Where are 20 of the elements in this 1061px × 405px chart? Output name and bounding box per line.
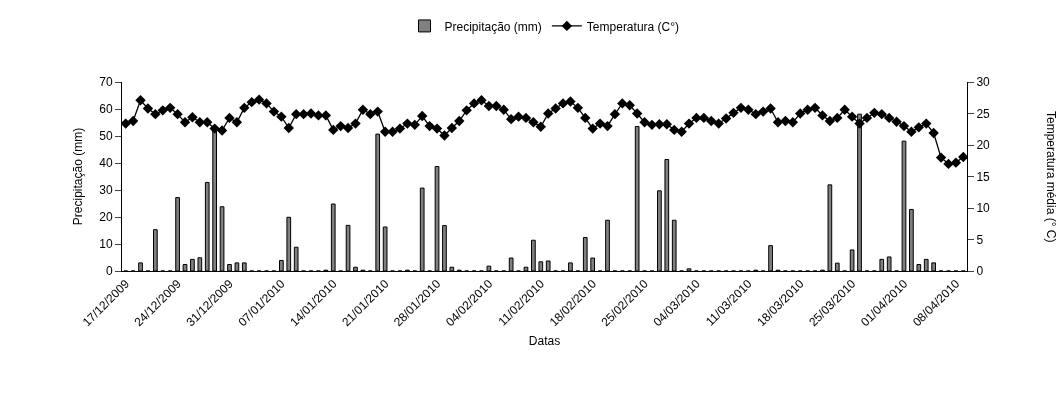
y-axis-title: Precipitação (mm)	[70, 127, 85, 226]
y2-tick-label: 15	[976, 169, 991, 184]
y2-tick-label: 25	[976, 106, 991, 121]
y-tick-label: 30	[99, 183, 113, 198]
y2-tick-label: 30	[976, 75, 991, 90]
x-axis-title: Datas	[528, 334, 561, 349]
y-tick-label: 70	[99, 75, 113, 90]
legend-label: Precipitação (mm)	[444, 19, 542, 34]
y2-tick-label: 20	[976, 138, 991, 153]
y-tick-label: 20	[99, 210, 113, 225]
y2-tick-label: 10	[976, 201, 991, 216]
y-tick-label: 10	[99, 237, 113, 252]
y2-tick-label: 0	[976, 264, 984, 279]
y-tick-label: 40	[99, 156, 113, 171]
y-tick-label: 60	[99, 102, 113, 117]
y2-axis-title: Temperatura média (° C)	[1044, 111, 1058, 243]
y-tick-label: 0	[105, 264, 113, 279]
legend-label: Temperatura (C°)	[586, 19, 680, 34]
y2-tick-label: 5	[976, 232, 984, 247]
y-tick-label: 50	[99, 129, 113, 144]
